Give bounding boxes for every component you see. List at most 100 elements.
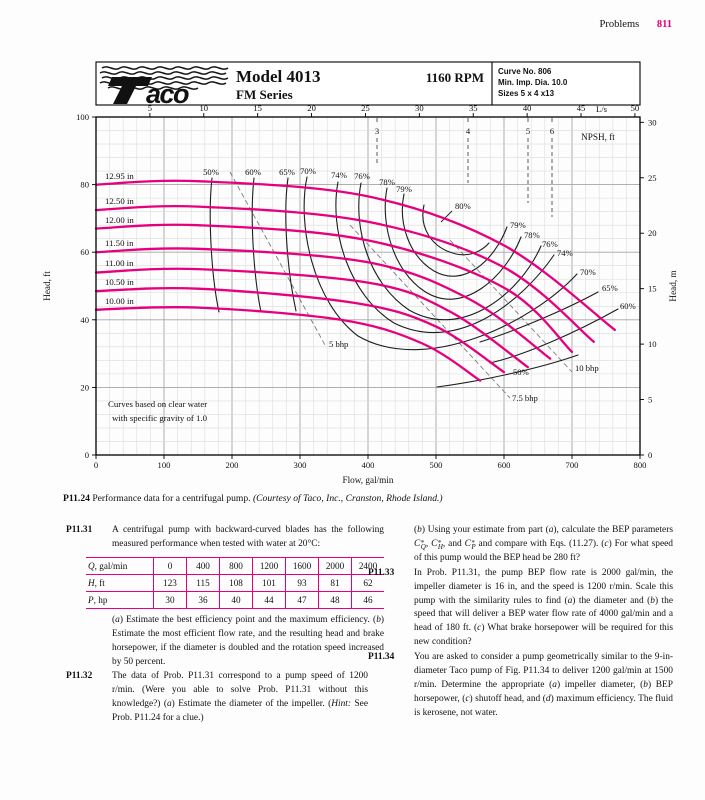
efficiency-label-right-78: 78% [524,230,540,240]
efficiency-label-top-78: 78% [379,177,395,187]
impeller-curve-11-50 [94,247,552,360]
efficiency-label-top-70: 70% [300,166,316,176]
efficiency-label-bottom-50: 50% [513,367,529,377]
impeller-label-12-50: 12.50 in [105,196,134,206]
efficiency-contour-50-right [436,354,579,388]
rpm-label: 1160 RPM [426,70,484,85]
table-cell: 123 [153,573,187,592]
top-tick-label: 10 [199,103,208,113]
efficiency-80-leader [440,210,453,223]
problem-p11-33: P11.33 In Prob. P11.31, the pump BEP flo… [368,567,673,650]
right-tick-label: 10 [648,339,657,349]
problem-p11-32: P11.32 The data of Prob. P11.31 correspo… [66,670,368,726]
row-label: H, ft [86,573,154,592]
pump-performance-figure: aco Model 4013 FM Series 1160 RPM Curve … [42,61,678,485]
npsh-value-label: 6 [550,126,555,136]
logo-t-glyph [108,77,152,104]
table-cell: 101 [252,573,286,592]
npsh-axis-label: NPSH, ft [581,132,615,142]
top-tick-label: 45 [577,103,586,113]
impeller-label-11-00: 11.00 in [105,258,134,268]
right-tick-label: 0 [648,450,652,460]
impeller-curve-12-95 [94,179,616,332]
bhp-line-7-5 [349,224,511,399]
npsh-value-label: 3 [375,126,379,136]
efficiency-contour-65-right [479,291,599,343]
x-tick-label: 0 [94,460,98,470]
impeller-label-10-50: 10.50 in [105,277,134,287]
bhp-lines: 5 bhp 7.5 bhp 10 bhp [229,171,599,403]
impeller-curve-12-00 [94,223,574,354]
efficiency-contour-79 [401,193,508,277]
row-label: P, hp [86,590,154,609]
left-tick-label: 0 [85,450,89,460]
problem-text: In Prob. P11.31, the pump BEP flow rate … [414,567,674,648]
model-title: Model 4013 [236,67,321,86]
table-row: Q, gal/min 0 400 800 1200 1600 2000 2400 [86,556,384,575]
top-tick-label: 15 [253,103,262,113]
p11-31-intro: A centrifugal pump with backward-curved … [112,525,384,549]
efficiency-label-top-79: 79% [396,184,412,194]
problem-p11-31: P11.31 A centrifugal pump with backward-… [66,524,384,669]
table-cell: 400 [186,556,220,575]
problem-label: P11.32 [66,671,93,682]
impeller-curve-10-00 [94,305,482,382]
x-tick-label: 200 [226,460,239,470]
problem-p11-34: P11.34 You are asked to consider a pump … [368,651,673,721]
problem-text: A centrifugal pump with backward-curved … [86,524,384,669]
efficiency-contour-60-left [251,177,262,313]
table-row: H, ft 123 115 108 101 93 81 62 [86,573,384,592]
table-cell: 0 [153,556,187,575]
model-series: FM Series [236,87,293,102]
table-cell: 2400 [351,556,384,575]
efficiency-labels: 50% 60% 65% 70% 74% 76% 78% 79% 80% 79% … [203,166,636,377]
problem-label: P11.31 [66,525,93,535]
bhp-label-10: 10 bhp [575,363,599,373]
page-number: 811 [656,19,672,30]
efficiency-contour-50-left [209,177,220,313]
left-tick-label: 20 [80,382,89,392]
efficiency-label-right-79: 79% [510,220,526,230]
caption-courtesy: (Courtesy of Taco, Inc., Cranston, Rhode… [252,493,443,504]
right-tick-label: 20 [648,228,657,238]
efficiency-label-inner-80: 80% [455,201,471,211]
clear-water-note-line2: with specific gravity of 1.0 [112,413,208,423]
bhp-label-5: 5 bhp [329,339,348,349]
x-tick-label: 300 [294,460,307,470]
section-title: Problems [599,19,640,30]
x-tick-label: 100 [158,460,171,470]
right-column: (b) Using your estimate from part (a), c… [368,524,673,727]
efficiency-label-top-50: 50% [203,167,219,177]
x-axis-title: Flow, gal/min [343,475,394,485]
impeller-curve-10-50 [94,286,506,374]
problem-label: P11.34 [368,652,395,663]
plot-grid [96,117,640,455]
taco-logo: aco [99,66,229,109]
left-tick-label: 40 [80,315,89,325]
right-tick-label: 30 [648,117,657,127]
page-header: Problems 811 [600,19,672,30]
table-cell: 108 [219,573,253,592]
impeller-curve-labels: 12.95 in 12.50 in 12.00 in 11.50 in 11.0… [105,171,134,306]
right-tick-label: 5 [648,395,652,405]
table-cell: 93 [285,573,319,592]
table-cell: 30 [153,590,187,609]
left-tick-label: 80 [80,180,89,190]
efficiency-contour-70 [303,176,578,351]
top-tick-label: 5 [148,103,152,113]
right-tick-label: 15 [648,284,657,294]
caption-number: P11.24 [63,493,90,504]
efficiency-label-right-65: 65% [602,283,618,293]
row-label: Q, gal/min [86,556,154,575]
x-tick-label: 800 [634,460,647,470]
table-cell: 2000 [318,556,352,575]
impeller-label-12-00: 12.00 in [105,215,134,225]
figure-caption: P11.24 Performance data for a centrifuga… [63,493,663,504]
efficiency-label-right-70: 70% [580,267,596,277]
table-cell: 62 [351,573,384,592]
left-axis-title: Head, ft [42,271,52,301]
efficiency-contour-76 [358,182,542,321]
table-cell: 800 [219,556,253,575]
table-cell: 1200 [252,556,286,575]
